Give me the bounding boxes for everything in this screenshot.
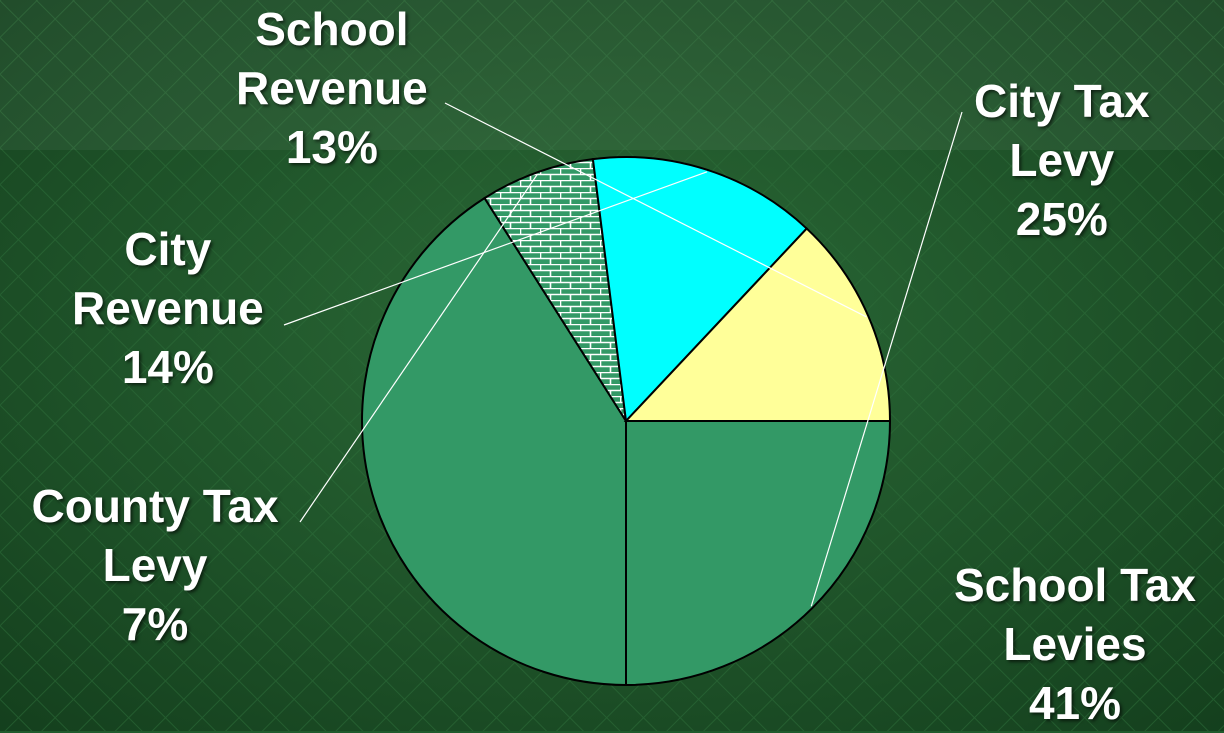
label-city-tax-levy: City Tax Levy 25% (974, 72, 1150, 249)
percent-label: 13% (285, 121, 378, 173)
leader-line-city-revenue (283, 171, 708, 326)
label-line: School Tax (954, 559, 1196, 611)
label-line: County Tax (31, 480, 279, 532)
leader-line-school-revenue (444, 102, 867, 318)
label-county-tax-levy: County Tax Levy 7% (32, 477, 279, 654)
label-line: Levy (102, 539, 208, 591)
percent-label: 25% (1015, 193, 1108, 245)
label-line: Revenue (72, 282, 264, 334)
label-school-tax-levies: School Tax Levies 41% (954, 556, 1196, 733)
slice-county-tax-levy (483, 157, 627, 422)
leader-line-city-tax-levy (810, 111, 963, 607)
label-school-revenue: School Revenue 13% (236, 0, 428, 177)
label-city-revenue: City Revenue 14% (72, 220, 264, 397)
label-line: Levies (1003, 618, 1147, 670)
label-line: City Tax (974, 75, 1150, 127)
label-line: Levy (1009, 134, 1115, 186)
slice-city-revenue (591, 156, 809, 424)
label-line: Revenue (236, 62, 428, 114)
percent-label: 14% (121, 341, 214, 393)
slice-city-tax-levy (625, 420, 892, 687)
label-line: City (124, 223, 212, 275)
slice-school-tax-levies (361, 196, 627, 687)
percent-label: 41% (1028, 677, 1122, 729)
percent-label: 7% (121, 598, 189, 650)
label-line: School (255, 3, 409, 55)
slice-school-revenue (623, 227, 892, 422)
pie-slices (361, 156, 892, 687)
leader-lines (283, 102, 963, 607)
leader-line-county-tax-levy (299, 174, 538, 523)
